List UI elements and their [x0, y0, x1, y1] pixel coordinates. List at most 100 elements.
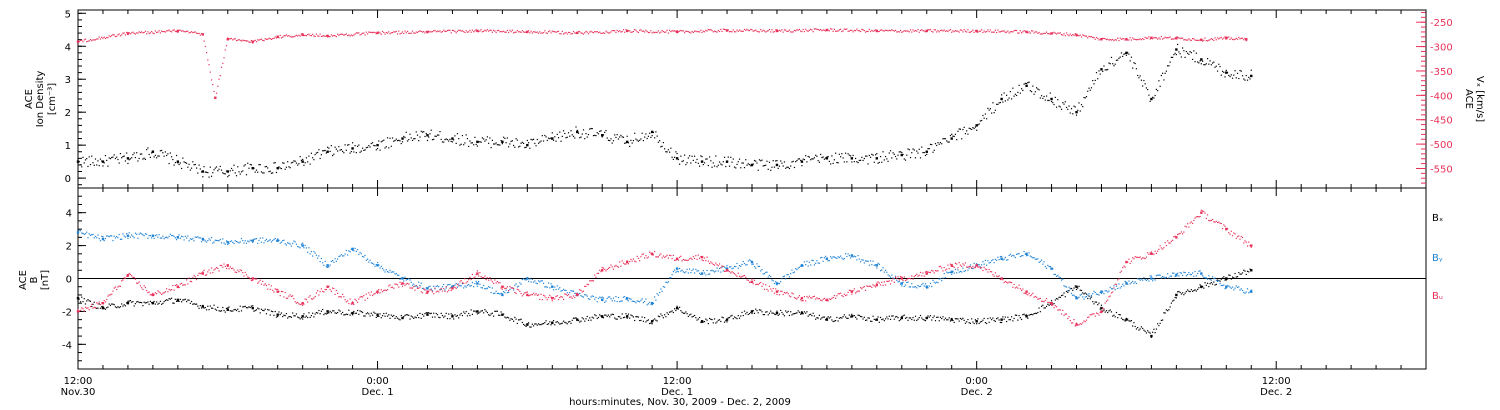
- bfield-sample: [350, 312, 352, 314]
- bfield-sample: [1244, 292, 1246, 294]
- top-sample: [300, 159, 303, 161]
- bfield-sample: [959, 317, 962, 320]
- top-sample: [344, 34, 346, 36]
- bfield-sample: [307, 251, 309, 253]
- top-sample: [1238, 77, 1240, 80]
- bfield-sample: [248, 277, 250, 279]
- top-sample: [552, 30, 555, 33]
- bfield-sample: [98, 303, 100, 305]
- bfield-sample: [646, 304, 648, 306]
- bfield-sample: [213, 269, 215, 271]
- bfield-sample: [307, 301, 309, 303]
- bfield-sample: [1205, 277, 1207, 279]
- bfield-sample: [1130, 260, 1133, 262]
- bfield-point: [725, 318, 729, 321]
- bfield-sample: [615, 295, 617, 298]
- bfield-sample: [710, 318, 712, 320]
- bfield-point: [251, 306, 254, 310]
- top-sample: [939, 29, 942, 32]
- top-sample: [706, 158, 708, 160]
- bfield-sample: [174, 284, 176, 287]
- bfield-sample: [916, 273, 918, 275]
- top-sample: [511, 29, 513, 31]
- bfield-point: [601, 315, 604, 318]
- bfield-sample: [1025, 255, 1028, 257]
- bfield-sample: [1042, 300, 1044, 302]
- bfield-sample: [264, 240, 266, 242]
- top-point: [950, 137, 953, 140]
- bfield-sample: [1132, 280, 1134, 283]
- bfield-sample: [184, 284, 186, 286]
- bfield-sample: [522, 323, 525, 326]
- top-sample: [893, 30, 895, 32]
- top-sample: [235, 175, 238, 177]
- bfield-sample: [594, 274, 596, 276]
- bfield-sample: [406, 278, 409, 281]
- top-sample: [1097, 37, 1099, 40]
- bfield-sample: [1029, 255, 1031, 257]
- bfield-sample: [290, 245, 293, 247]
- bfield-sample: [1055, 275, 1058, 277]
- bfield-sample: [676, 305, 678, 307]
- top-sample: [525, 146, 527, 148]
- top-sample: [901, 31, 903, 33]
- bfield-sample: [863, 286, 865, 288]
- bfield-sample: [473, 310, 475, 312]
- bfield-sample: [128, 300, 130, 302]
- bfield-sample: [733, 265, 736, 267]
- top-sample: [1219, 65, 1221, 68]
- bfield-sample: [408, 314, 410, 317]
- bfield-sample: [404, 284, 406, 286]
- bfield-sample: [334, 293, 336, 295]
- top-sample: [757, 169, 759, 171]
- top-sample: [1201, 40, 1204, 42]
- bfield-sample: [270, 241, 273, 243]
- top-sample: [1229, 75, 1231, 78]
- bfield-sample: [666, 282, 668, 284]
- top-sample: [838, 29, 840, 31]
- top-sample: [526, 139, 528, 142]
- top-sample: [1048, 33, 1050, 35]
- bfield-sample: [366, 312, 369, 314]
- top-sample: [1022, 89, 1024, 92]
- top-sample: [931, 30, 933, 32]
- bfield-sample: [413, 286, 415, 288]
- top-sample: [657, 30, 659, 32]
- bfield-sample: [897, 317, 899, 319]
- top-sample: [162, 152, 164, 154]
- bfield-sample: [967, 266, 969, 268]
- top-sample: [991, 31, 993, 33]
- bfield-sample: [516, 288, 518, 290]
- top-sample: [1095, 36, 1098, 39]
- bfield-sample: [353, 303, 355, 306]
- top-sample: [1225, 69, 1227, 71]
- bfield-sample: [581, 317, 583, 319]
- bfield-sample: [845, 294, 847, 297]
- bfield-sample: [652, 302, 654, 305]
- top-sample: [896, 158, 898, 160]
- bfield-sample: [874, 264, 877, 266]
- top-sample: [1004, 100, 1006, 102]
- bfield-sample: [224, 311, 226, 313]
- top-sample: [441, 31, 444, 33]
- bfield-sample: [1175, 297, 1177, 299]
- top-sample: [122, 155, 124, 158]
- top-sample: [644, 31, 646, 33]
- top-sample: [230, 37, 233, 40]
- bfield-sample: [1144, 278, 1146, 281]
- bfield-sample: [1008, 319, 1010, 321]
- bfield-sample: [1173, 272, 1175, 274]
- top-sample: [665, 151, 667, 153]
- bfield-sample: [621, 300, 623, 302]
- bfield-sample: [688, 314, 691, 316]
- top-sample: [278, 166, 280, 168]
- bfield-sample: [1231, 276, 1234, 278]
- bfield-sample: [631, 260, 633, 262]
- bfield-sample: [712, 263, 714, 265]
- bfield-sample: [495, 282, 497, 284]
- bfield-sample: [914, 315, 917, 317]
- top-sample: [1062, 102, 1064, 104]
- top-sample: [1012, 31, 1014, 33]
- bfield-sample: [567, 293, 570, 296]
- bfield-sample: [1053, 307, 1055, 309]
